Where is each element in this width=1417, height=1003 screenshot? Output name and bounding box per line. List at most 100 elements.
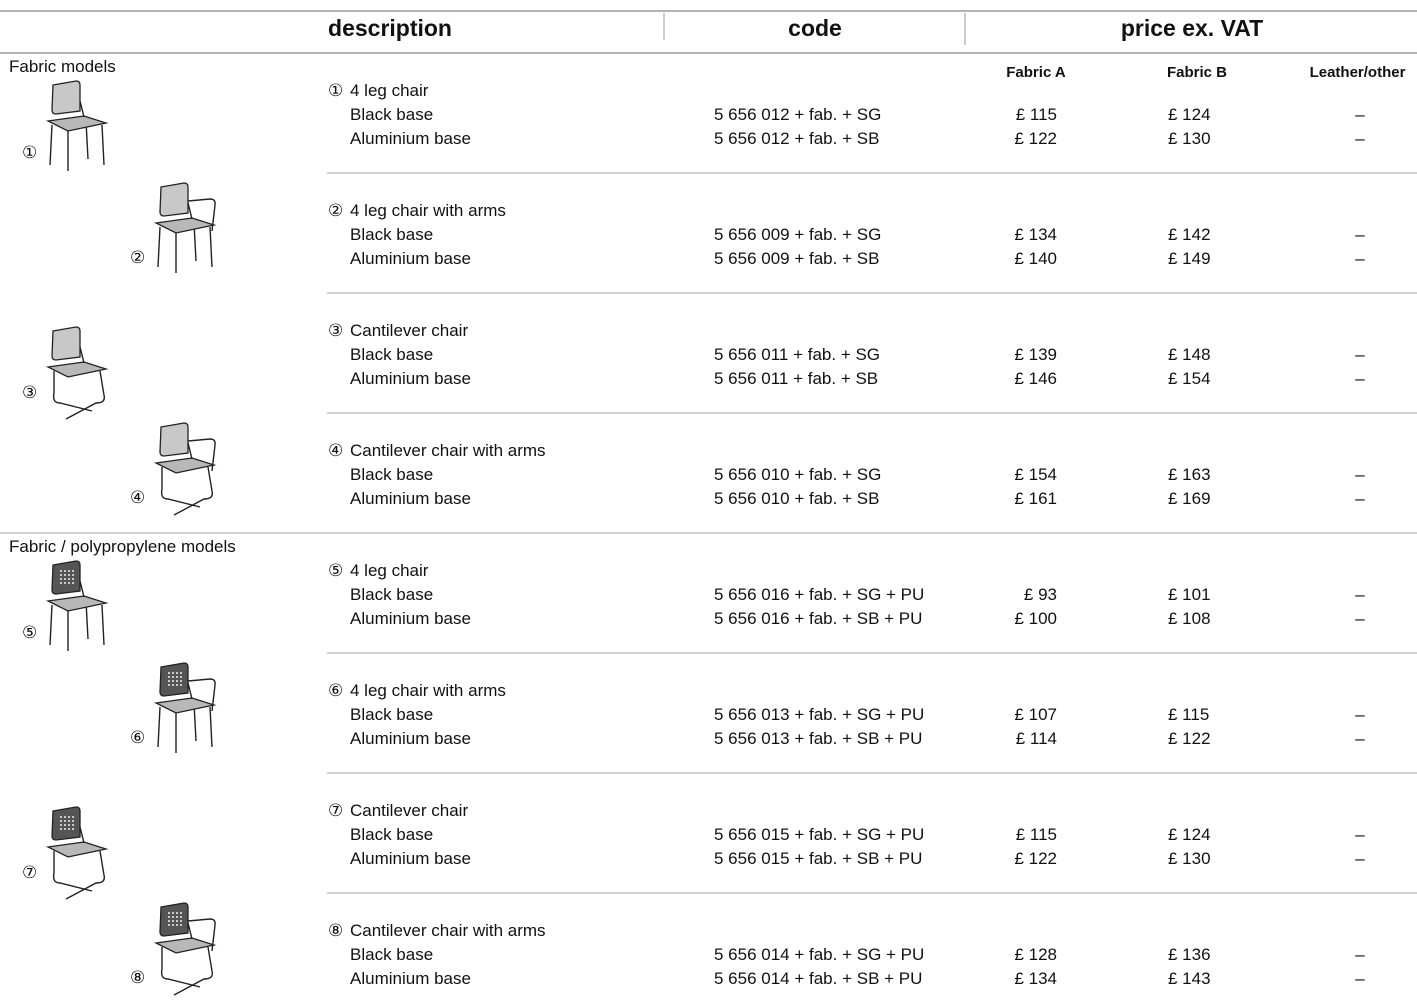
product-code: 5 656 015 + fab. + SB + PU — [714, 849, 923, 868]
price-leather: – — [1355, 849, 1365, 868]
price-leather: – — [1355, 369, 1365, 388]
variant-label: Black base — [350, 945, 434, 964]
variant-label: Aluminium base — [350, 609, 471, 628]
variant-label: Black base — [350, 465, 434, 484]
price-fabric-b: £ 136 — [1168, 945, 1211, 964]
product-code: 5 656 010 + fab. + SG — [714, 465, 882, 484]
price-fabric-b: £ 115 — [1168, 705, 1210, 724]
variant-label: Black base — [350, 705, 434, 724]
chair-image — [153, 182, 217, 273]
chair-image — [153, 662, 217, 753]
chair-image — [45, 806, 109, 900]
variant-label: Aluminium base — [350, 729, 471, 748]
chair-marker: ③ — [22, 383, 38, 402]
item-name: Cantilever chair — [350, 801, 469, 820]
price-leather: – — [1355, 969, 1365, 988]
price-fabric-a: £ 139 — [1014, 345, 1057, 364]
product-code: 5 656 016 + fab. + SG + PU — [714, 585, 925, 604]
product-code: 5 656 015 + fab. + SG + PU — [714, 825, 925, 844]
price-fabric-a: £ 128 — [1014, 945, 1057, 964]
price-leather: – — [1355, 825, 1365, 844]
product-code: 5 656 011 + fab. + SG — [714, 345, 881, 364]
price-fabric-b: £ 124 — [1168, 825, 1211, 844]
item-marker: ⑤ — [328, 561, 344, 580]
variant-label: Aluminium base — [350, 969, 471, 988]
price-fabric-a: £ 100 — [1014, 609, 1057, 628]
variant-label: Black base — [350, 225, 434, 244]
price-fabric-a: £ 107 — [1014, 705, 1057, 724]
product-code: 5 656 012 + fab. + SB — [714, 129, 880, 148]
item-name: 4 leg chair — [350, 81, 429, 100]
item-marker: ④ — [328, 441, 344, 460]
item-marker: ⑦ — [328, 801, 344, 820]
price-fabric-a: £ 134 — [1014, 969, 1057, 988]
price-fabric-b: £ 122 — [1168, 729, 1211, 748]
price-fabric-a: £ 122 — [1014, 129, 1057, 148]
product-code: 5 656 013 + fab. + SB + PU — [714, 729, 923, 748]
variant-label: Aluminium base — [350, 489, 471, 508]
price-leather: – — [1355, 705, 1365, 724]
item-name: 4 leg chair with arms — [350, 201, 506, 220]
chair-image — [153, 902, 217, 996]
chair-marker: ① — [22, 143, 38, 162]
price-fabric-a: £ 93 — [1023, 585, 1057, 604]
variant-label: Black base — [350, 345, 434, 364]
price-leather: – — [1355, 729, 1365, 748]
price-fabric-b: £ 130 — [1168, 129, 1211, 148]
chair-marker: ④ — [130, 488, 146, 507]
price-leather: – — [1355, 345, 1365, 364]
variant-label: Black base — [350, 825, 434, 844]
variant-label: Black base — [350, 585, 434, 604]
item-marker: ⑧ — [328, 921, 344, 940]
price-fabric-a: £ 154 — [1014, 465, 1057, 484]
price-fabric-a: £ 134 — [1014, 225, 1057, 244]
price-leather: – — [1355, 129, 1365, 148]
chair-marker: ⑥ — [130, 728, 146, 747]
price-fabric-a: £ 114 — [1015, 729, 1057, 748]
variant-label: Black base — [350, 105, 434, 124]
item-marker: ⑥ — [328, 681, 344, 700]
column-header: code — [788, 15, 842, 41]
price-subheader: Fabric A — [1006, 64, 1066, 81]
product-code: 5 656 010 + fab. + SB — [714, 489, 880, 508]
price-leather: – — [1355, 225, 1365, 244]
variant-label: Aluminium base — [350, 129, 471, 148]
price-fabric-a: £ 140 — [1014, 249, 1057, 268]
chair-image — [153, 422, 217, 516]
column-header: description — [328, 15, 452, 41]
item-name: 4 leg chair — [350, 561, 429, 580]
price-fabric-a: £ 122 — [1014, 849, 1057, 868]
price-fabric-a: £ 146 — [1014, 369, 1057, 388]
price-fabric-b: £ 154 — [1168, 369, 1211, 388]
item-marker: ③ — [328, 321, 344, 340]
product-code: 5 656 012 + fab. + SG — [714, 105, 882, 124]
section-title: Fabric / polypropylene models — [9, 537, 236, 556]
price-fabric-b: £ 124 — [1168, 105, 1211, 124]
price-fabric-b: £ 148 — [1168, 345, 1211, 364]
column-header: price ex. VAT — [1120, 15, 1264, 41]
item-name: 4 leg chair with arms — [350, 681, 506, 700]
chair-image — [45, 80, 109, 171]
item-marker: ② — [328, 201, 344, 220]
price-fabric-b: £ 149 — [1168, 249, 1211, 268]
price-leather: – — [1355, 105, 1365, 124]
price-fabric-b: £ 101 — [1168, 585, 1211, 604]
product-code: 5 656 014 + fab. + SG + PU — [714, 945, 925, 964]
chair-marker: ② — [130, 248, 146, 267]
price-leather: – — [1355, 465, 1365, 484]
price-fabric-b: £ 169 — [1168, 489, 1211, 508]
variant-label: Aluminium base — [350, 849, 471, 868]
product-code: 5 656 014 + fab. + SB + PU — [714, 969, 923, 988]
section-title: Fabric models — [9, 57, 116, 76]
product-code: 5 656 016 + fab. + SB + PU — [714, 609, 923, 628]
chair-marker: ⑦ — [22, 863, 38, 882]
variant-label: Aluminium base — [350, 369, 471, 388]
price-fabric-b: £ 163 — [1168, 465, 1211, 484]
chair-image — [45, 560, 109, 651]
chair-marker: ⑤ — [22, 623, 38, 642]
price-leather: – — [1355, 249, 1365, 268]
price-fabric-b: £ 108 — [1168, 609, 1211, 628]
product-code: 5 656 009 + fab. + SG — [714, 225, 882, 244]
